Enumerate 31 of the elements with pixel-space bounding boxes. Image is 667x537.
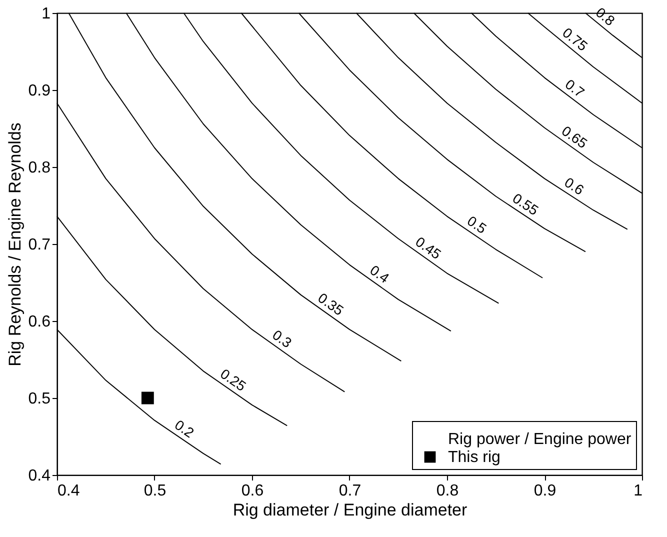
text: 0.75 [560,24,591,54]
annotation: Rig power / Engine power [448,431,632,448]
x-tick-label: 0.7 [338,482,362,500]
text: 0.35 [315,290,347,319]
text: 0.65 [558,122,591,152]
x-tick-label: 1 [634,482,643,500]
y-tick-label: 0.5 [28,390,51,408]
y-tick-label: 0.6 [28,314,51,330]
text: 0.5 [464,212,490,237]
x-tick-label: 0.8 [436,482,459,500]
text: 0.45 [412,233,444,262]
text: 0.2 [172,416,198,441]
x-tick-label: 0.6 [241,482,264,500]
text: 0.3 [270,326,295,351]
x-tick-label: 0.5 [144,482,166,500]
text: 0.8 [592,4,618,29]
x-tick-label: 0.4 [58,482,80,500]
y-axis-title: Rig Reynolds / Engine Reynolds [5,122,24,366]
y-tick-label: 1 [42,6,51,22]
y-tick-label: 0.8 [28,160,51,176]
text: 0.55 [510,190,542,218]
text: 0.25 [218,365,250,394]
text: 0.4 [367,262,392,286]
y-tick-label: 0.4 [28,468,51,484]
legend-label: This rig [448,449,500,466]
x-axis-title: Rig diameter / Engine diameter [232,500,468,520]
text: 0.6 [562,174,588,198]
y-tick-label: 0.7 [28,236,51,254]
y-tick-label: 0.9 [28,82,51,100]
text: 0.7 [562,76,588,101]
x-tick-label: 0.9 [534,482,556,500]
